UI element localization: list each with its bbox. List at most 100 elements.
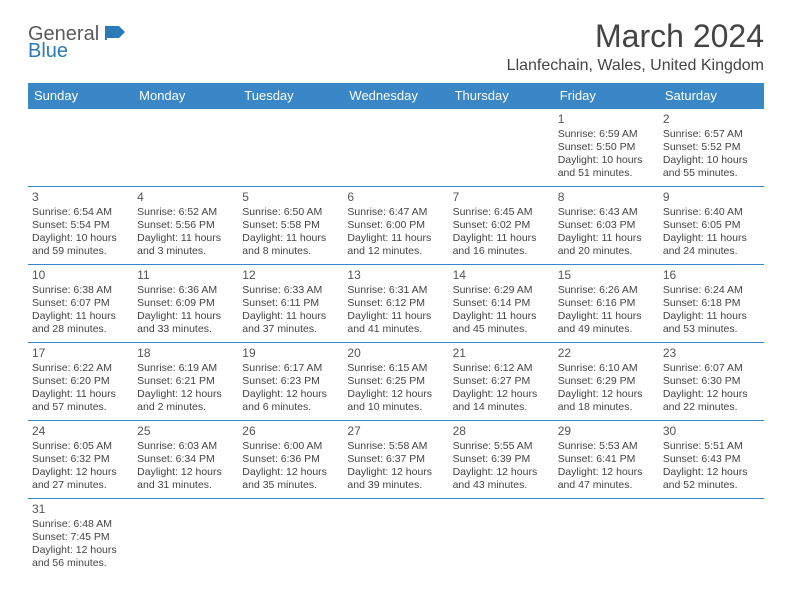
sunrise-text: Sunrise: 6:03 AM — [137, 440, 234, 453]
sunrise-text: Sunrise: 6:24 AM — [663, 284, 760, 297]
sunset-text: Sunset: 6:39 PM — [453, 453, 550, 466]
day-number: 3 — [32, 190, 129, 205]
day-number: 31 — [32, 502, 129, 517]
calendar-cell — [238, 499, 343, 577]
calendar-cell: 12Sunrise: 6:33 AMSunset: 6:11 PMDayligh… — [238, 265, 343, 343]
sunset-text: Sunset: 6:03 PM — [558, 219, 655, 232]
calendar-cell — [449, 109, 554, 187]
calendar-cell: 7Sunrise: 6:45 AMSunset: 6:02 PMDaylight… — [449, 187, 554, 265]
calendar-row: 31Sunrise: 6:48 AMSunset: 7:45 PMDayligh… — [28, 499, 764, 577]
daylight-text: Daylight: 12 hours and 6 minutes. — [242, 388, 339, 414]
daylight-text: Daylight: 11 hours and 49 minutes. — [558, 310, 655, 336]
daylight-text: Daylight: 10 hours and 51 minutes. — [558, 154, 655, 180]
sunrise-text: Sunrise: 6:47 AM — [347, 206, 444, 219]
calendar-cell: 31Sunrise: 6:48 AMSunset: 7:45 PMDayligh… — [28, 499, 133, 577]
calendar-cell: 25Sunrise: 6:03 AMSunset: 6:34 PMDayligh… — [133, 421, 238, 499]
sunset-text: Sunset: 6:30 PM — [663, 375, 760, 388]
sunset-text: Sunset: 6:36 PM — [242, 453, 339, 466]
calendar-cell: 26Sunrise: 6:00 AMSunset: 6:36 PMDayligh… — [238, 421, 343, 499]
calendar-cell: 21Sunrise: 6:12 AMSunset: 6:27 PMDayligh… — [449, 343, 554, 421]
day-number: 21 — [453, 346, 550, 361]
day-number: 30 — [663, 424, 760, 439]
daylight-text: Daylight: 12 hours and 47 minutes. — [558, 466, 655, 492]
sunset-text: Sunset: 7:45 PM — [32, 531, 129, 544]
sunrise-text: Sunrise: 5:55 AM — [453, 440, 550, 453]
sunrise-text: Sunrise: 6:45 AM — [453, 206, 550, 219]
daylight-text: Daylight: 11 hours and 16 minutes. — [453, 232, 550, 258]
daylight-text: Daylight: 11 hours and 12 minutes. — [347, 232, 444, 258]
calendar-cell — [343, 499, 448, 577]
calendar-cell: 15Sunrise: 6:26 AMSunset: 6:16 PMDayligh… — [554, 265, 659, 343]
calendar-cell: 8Sunrise: 6:43 AMSunset: 6:03 PMDaylight… — [554, 187, 659, 265]
sunset-text: Sunset: 6:14 PM — [453, 297, 550, 310]
day-number: 23 — [663, 346, 760, 361]
sunset-text: Sunset: 6:05 PM — [663, 219, 760, 232]
sunset-text: Sunset: 6:37 PM — [347, 453, 444, 466]
calendar-cell: 10Sunrise: 6:38 AMSunset: 6:07 PMDayligh… — [28, 265, 133, 343]
sunrise-text: Sunrise: 6:19 AM — [137, 362, 234, 375]
sunrise-text: Sunrise: 6:05 AM — [32, 440, 129, 453]
sunrise-text: Sunrise: 6:43 AM — [558, 206, 655, 219]
sunrise-text: Sunrise: 6:29 AM — [453, 284, 550, 297]
sunset-text: Sunset: 5:56 PM — [137, 219, 234, 232]
calendar-cell — [343, 109, 448, 187]
sunrise-text: Sunrise: 6:52 AM — [137, 206, 234, 219]
sunrise-text: Sunrise: 6:48 AM — [32, 518, 129, 531]
day-number: 25 — [137, 424, 234, 439]
sunrise-text: Sunrise: 6:26 AM — [558, 284, 655, 297]
daylight-text: Daylight: 12 hours and 10 minutes. — [347, 388, 444, 414]
sunrise-text: Sunrise: 6:40 AM — [663, 206, 760, 219]
calendar-cell: 18Sunrise: 6:19 AMSunset: 6:21 PMDayligh… — [133, 343, 238, 421]
daylight-text: Daylight: 11 hours and 53 minutes. — [663, 310, 760, 336]
day-number: 19 — [242, 346, 339, 361]
calendar-cell: 11Sunrise: 6:36 AMSunset: 6:09 PMDayligh… — [133, 265, 238, 343]
weekday-header-row: Sunday Monday Tuesday Wednesday Thursday… — [28, 83, 764, 109]
daylight-text: Daylight: 11 hours and 41 minutes. — [347, 310, 444, 336]
weekday-header: Thursday — [449, 83, 554, 109]
sunrise-text: Sunrise: 6:00 AM — [242, 440, 339, 453]
sunrise-text: Sunrise: 5:51 AM — [663, 440, 760, 453]
sunrise-text: Sunrise: 6:36 AM — [137, 284, 234, 297]
calendar-cell — [133, 499, 238, 577]
day-number: 18 — [137, 346, 234, 361]
calendar-cell: 29Sunrise: 5:53 AMSunset: 6:41 PMDayligh… — [554, 421, 659, 499]
sunrise-text: Sunrise: 6:59 AM — [558, 128, 655, 141]
day-number: 5 — [242, 190, 339, 205]
day-number: 16 — [663, 268, 760, 283]
sunset-text: Sunset: 5:50 PM — [558, 141, 655, 154]
logo: General Blue — [28, 18, 127, 60]
calendar-cell: 4Sunrise: 6:52 AMSunset: 5:56 PMDaylight… — [133, 187, 238, 265]
calendar-row: 24Sunrise: 6:05 AMSunset: 6:32 PM Dayligh… — [28, 421, 764, 499]
sunset-text: Sunset: 6:12 PM — [347, 297, 444, 310]
flag-icon — [105, 24, 127, 40]
calendar-cell: 16Sunrise: 6:24 AMSunset: 6:18 PMDayligh… — [659, 265, 764, 343]
calendar-cell — [238, 109, 343, 187]
sunset-text: Sunset: 6:21 PM — [137, 375, 234, 388]
sunset-text: Sunset: 5:54 PM — [32, 219, 129, 232]
sunset-text: Sunset: 6:32 PM — [32, 453, 129, 466]
calendar-cell: 6Sunrise: 6:47 AMSunset: 6:00 PMDaylight… — [343, 187, 448, 265]
sunrise-text: Sunrise: 6:57 AM — [663, 128, 760, 141]
day-number: 24 — [32, 424, 129, 439]
day-number: 7 — [453, 190, 550, 205]
location: Llanfechain, Wales, United Kingdom — [507, 57, 764, 75]
day-number: 29 — [558, 424, 655, 439]
daylight-text: Daylight: 12 hours and 31 minutes. — [137, 466, 234, 492]
page-title: March 2024 — [507, 18, 764, 55]
day-number: 20 — [347, 346, 444, 361]
calendar-cell: 2Sunrise: 6:57 AMSunset: 5:52 PMDaylight… — [659, 109, 764, 187]
calendar-cell: 9Sunrise: 6:40 AMSunset: 6:05 PMDaylight… — [659, 187, 764, 265]
logo-text: General Blue — [28, 24, 127, 60]
day-number: 15 — [558, 268, 655, 283]
title-block: March 2024 Llanfechain, Wales, United Ki… — [507, 18, 764, 75]
sunset-text: Sunset: 6:09 PM — [137, 297, 234, 310]
sunset-text: Sunset: 6:27 PM — [453, 375, 550, 388]
calendar-body: 1Sunrise: 6:59 AMSunset: 5:50 PMDaylight… — [28, 109, 764, 577]
daylight-text: Daylight: 12 hours and 56 minutes. — [32, 544, 129, 570]
sunset-text: Sunset: 6:07 PM — [32, 297, 129, 310]
sunset-text: Sunset: 6:34 PM — [137, 453, 234, 466]
calendar-row: 1Sunrise: 6:59 AMSunset: 5:50 PMDaylight… — [28, 109, 764, 187]
sunset-text: Sunset: 6:02 PM — [453, 219, 550, 232]
sunrise-text: Sunrise: 6:07 AM — [663, 362, 760, 375]
sunrise-text: Sunrise: 6:17 AM — [242, 362, 339, 375]
